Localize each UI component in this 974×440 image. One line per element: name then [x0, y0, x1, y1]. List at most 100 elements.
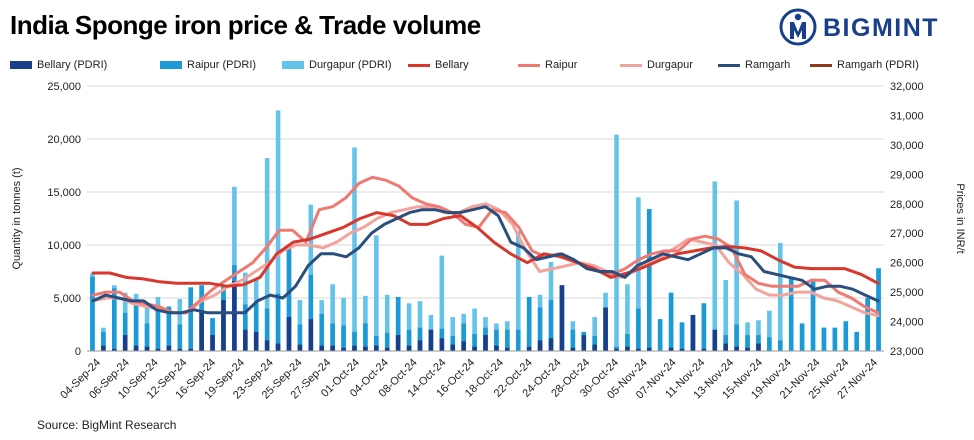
bar-raipur-pdri — [810, 278, 816, 351]
legend-item: Durgapur — [620, 57, 693, 73]
bar-bellary-pdri — [745, 347, 750, 351]
chart-title: India Sponge iron price & Trade volume — [10, 10, 481, 40]
y-right-tick-label: 29,000 — [890, 169, 924, 181]
bar-bellary-pdri — [756, 343, 761, 351]
bar-raipur-pdri — [253, 303, 259, 351]
bar-raipur-pdri — [177, 324, 183, 351]
bar-durgapur-pdri — [515, 231, 521, 351]
bar-raipur-pdri — [548, 300, 554, 351]
bar-raipur-pdri — [264, 308, 270, 351]
bar-raipur-pdri — [330, 323, 335, 351]
y-right-tick-label: 32,000 — [890, 81, 924, 93]
bar-raipur-pdri — [821, 327, 827, 351]
legend-label: Raipur (PDRI) — [187, 59, 257, 71]
y-right-tick-label: 27,000 — [890, 228, 924, 240]
legend-label: Durgapur (PDRI) — [309, 59, 392, 71]
bar-bellary-pdri — [559, 285, 565, 351]
legend-swatch — [718, 63, 740, 67]
bar-durgapur-pdri — [636, 197, 641, 351]
bar-bellary-pdri — [395, 335, 401, 351]
legend-label: Ramgarh (PDRI) — [837, 59, 919, 71]
bar-raipur-pdri — [461, 323, 466, 351]
bar-bellary-pdri — [636, 348, 641, 351]
bar-raipur-pdri — [308, 274, 314, 351]
legend-swatch — [408, 63, 430, 67]
legend-label: Ramgarh — [745, 59, 791, 71]
bar-bellary-pdri — [592, 344, 597, 351]
y-left-tick-label: 20,000 — [47, 134, 81, 146]
bar-bellary-pdri — [363, 346, 368, 351]
bar-bellary-pdri — [155, 348, 161, 351]
legend-item: Bellary (PDRI) — [10, 57, 107, 73]
bar-raipur-pdri — [832, 327, 838, 351]
bar-bellary-pdri — [308, 319, 314, 351]
bar-raipur-pdri — [494, 329, 499, 351]
bar-durgapur-pdri — [625, 284, 630, 351]
bar-bellary-pdri — [723, 343, 728, 351]
bar-raipur-pdri — [112, 288, 117, 351]
legend-label: Durgapur — [647, 59, 693, 71]
bar-bellary-pdri — [199, 310, 204, 351]
y-right-tick-label: 23,000 — [890, 346, 924, 358]
bar-durgapur-pdri — [767, 310, 772, 351]
bar-bellary-pdri — [439, 338, 445, 351]
bar-bellary-pdri — [646, 347, 652, 351]
bar-bellary-pdri — [712, 329, 718, 351]
bar-bellary-pdri — [734, 346, 739, 351]
y-right-tick-label: 25,000 — [890, 287, 924, 299]
line-ramgarh — [91, 205, 880, 315]
y-right-axis-title: Prices in INR/t — [954, 183, 966, 253]
bar-raipur-pdri — [450, 336, 456, 351]
bar-bellary-pdri — [133, 345, 139, 351]
bar-bellary-pdri — [461, 341, 466, 351]
bar-bellary-pdri — [341, 347, 346, 351]
legend-swatch — [518, 63, 540, 67]
bar-raipur-pdri — [854, 331, 859, 351]
bar-bellary-pdri — [297, 344, 303, 351]
bar-durgapur-pdri — [450, 317, 456, 351]
bar-durgapur-pdri — [341, 298, 346, 351]
bar-raipur-pdri — [122, 312, 128, 351]
bar-raipur-pdri — [395, 296, 401, 351]
legend-label: Bellary — [435, 59, 469, 71]
bar-raipur-pdri — [243, 304, 248, 351]
bar-bellary-pdri — [679, 348, 685, 351]
bar-bellary-pdri — [330, 345, 335, 351]
bar-bellary-pdri — [319, 345, 325, 351]
y-right-tick-label: 24,000 — [890, 317, 924, 329]
bar-durgapur-pdri — [417, 301, 423, 351]
y-right-tick-label: 31,000 — [890, 110, 924, 122]
bar-raipur-pdri — [843, 321, 849, 351]
y-left-tick-label: 25,000 — [47, 81, 81, 93]
bar-bellary-pdri — [166, 345, 172, 351]
bar-raipur-pdri — [788, 276, 794, 351]
bar-raipur-pdri — [286, 247, 292, 351]
legend-item: Ramgarh — [718, 57, 790, 73]
brand-logo: BIGMINT — [779, 8, 969, 46]
y-left-tick-label: 10,000 — [47, 240, 81, 252]
bar-durgapur-pdri — [734, 200, 739, 351]
bar-bellary-pdri — [701, 348, 707, 351]
bar-raipur-pdri — [799, 323, 805, 351]
y-right-tick-label: 28,000 — [890, 199, 924, 211]
bar-durgapur-pdri — [614, 134, 619, 351]
bar-raipur-pdri — [526, 296, 532, 351]
bar-raipur-pdri — [319, 313, 325, 351]
bar-durgapur-pdri — [723, 279, 728, 351]
bar-raipur-pdri — [417, 327, 423, 351]
bar-raipur-pdri — [472, 334, 477, 351]
bigmint-emblem-icon — [779, 8, 817, 46]
bar-raipur-pdri — [723, 335, 728, 351]
bar-raipur-pdri — [657, 319, 663, 351]
bar-bellary-pdri — [505, 347, 510, 351]
source-note: Source: BigMint Research — [37, 418, 177, 432]
legend-swatch — [810, 63, 832, 67]
bar-bellary-pdri — [614, 348, 619, 351]
bar-bellary-pdri — [494, 345, 499, 351]
legend-item: Raipur (PDRI) — [160, 57, 256, 73]
bar-bellary-pdri — [286, 317, 292, 351]
bar-bellary-pdri — [232, 281, 237, 351]
legend-swatch — [620, 63, 642, 67]
bar-bellary-pdri — [570, 347, 576, 351]
bar-bellary-pdri — [352, 345, 357, 351]
